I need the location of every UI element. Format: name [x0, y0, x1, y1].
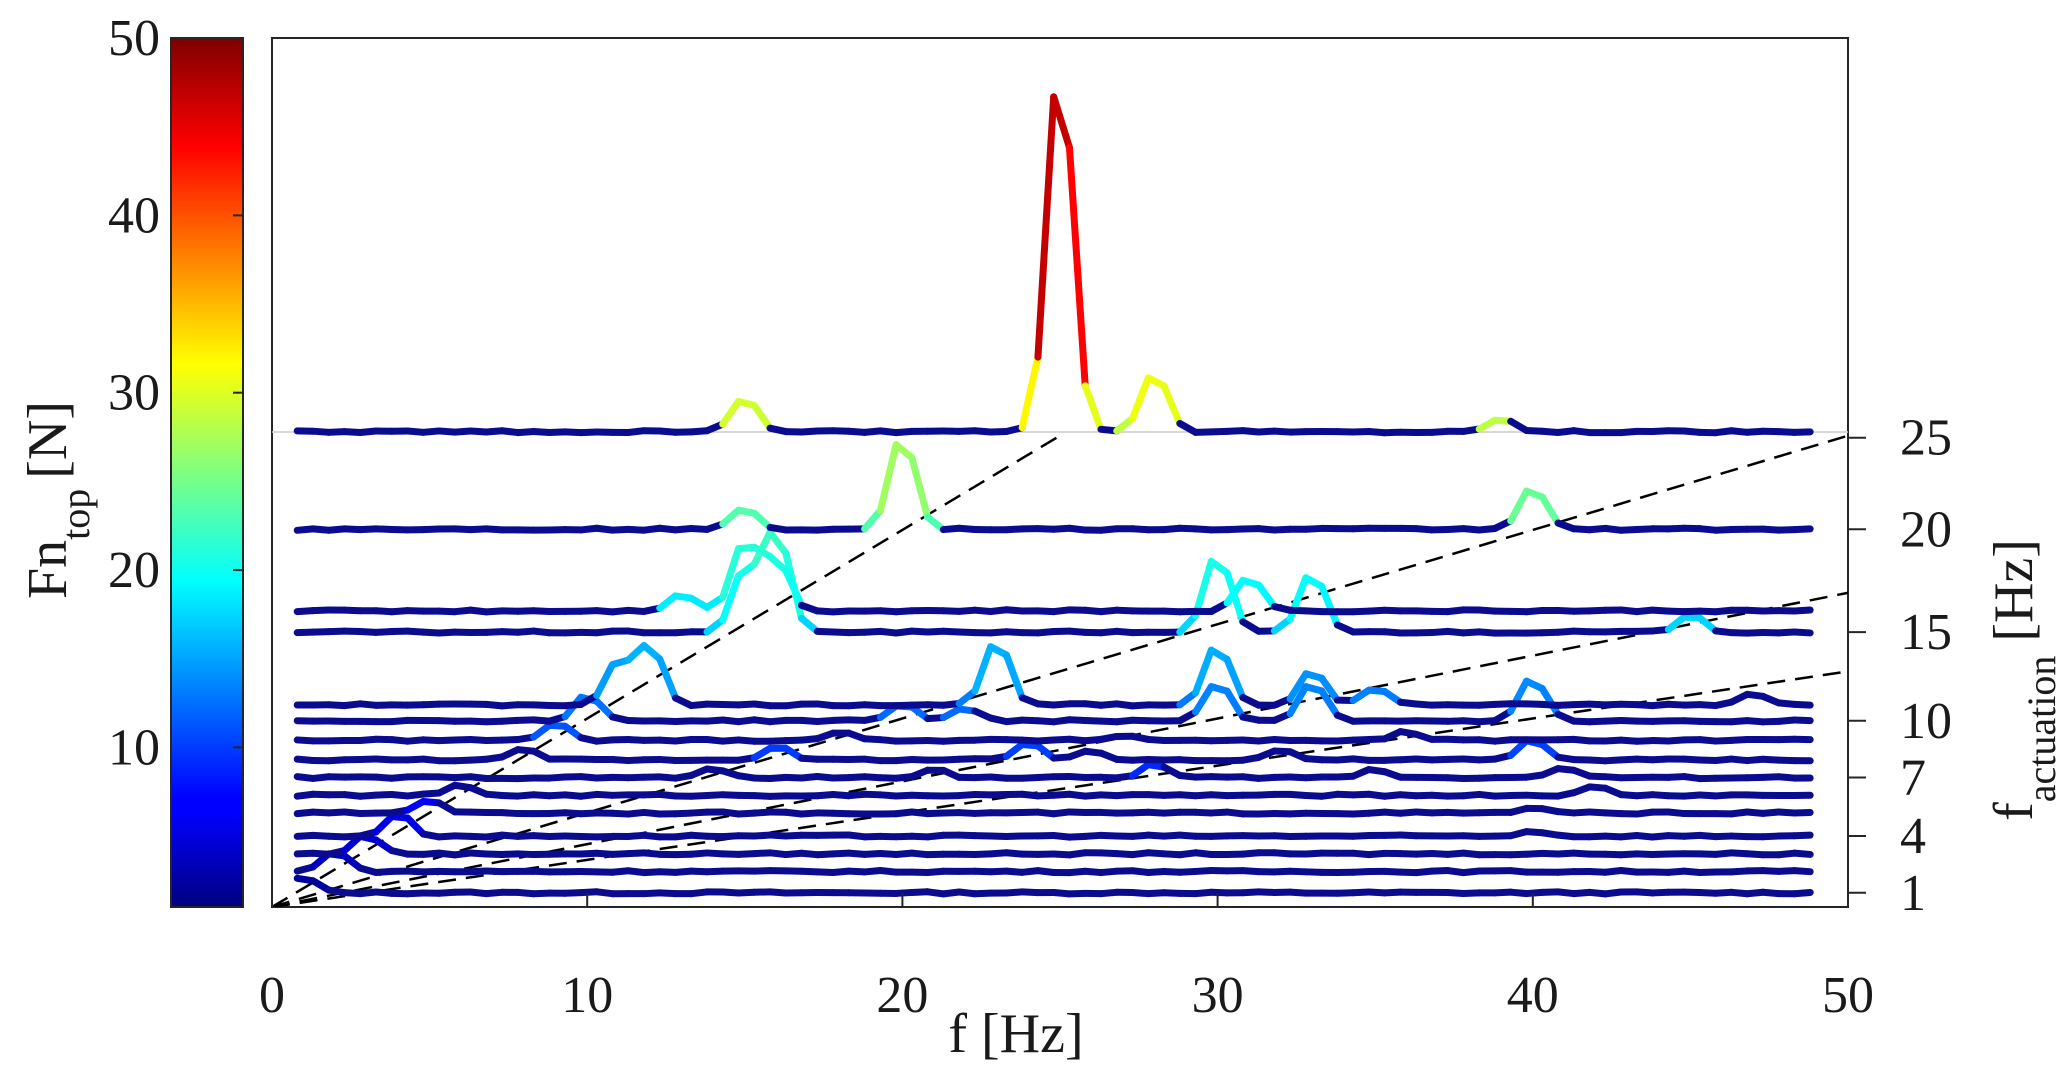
x-tick-label: 10 — [561, 967, 613, 1024]
series-segment — [1794, 892, 1810, 893]
colorbar-label-main: Fn — [17, 540, 79, 599]
series-segment — [1794, 529, 1810, 530]
series-segment — [1794, 720, 1810, 721]
colorbar-tick-label: 10 — [108, 719, 160, 776]
series-segment — [1794, 632, 1810, 633]
right-tick-label: 10 — [1900, 693, 1952, 750]
right-tick-label: 20 — [1900, 501, 1952, 558]
x-tick-label: 30 — [1192, 967, 1244, 1024]
colorbar-label-sub: top — [53, 489, 98, 540]
colorbar — [171, 38, 243, 907]
series-segment — [1794, 610, 1810, 611]
x-tick-label: 40 — [1507, 967, 1559, 1024]
right-tick-label: 7 — [1900, 750, 1926, 807]
series-segment — [1794, 835, 1810, 836]
colorbar-tick-label: 50 — [108, 10, 160, 67]
colorbar-tick-label: 20 — [108, 542, 160, 599]
x-axis-label: f [Hz] — [948, 1003, 1083, 1065]
right-axis-label-unit: [Hz] — [1983, 539, 2045, 642]
x-tick-label: 20 — [876, 967, 928, 1024]
right-axis-label-main: f — [1983, 802, 2045, 821]
series-segment — [1794, 704, 1810, 705]
colorbar-label-unit: [N] — [17, 401, 79, 479]
right-tick-label: 4 — [1900, 808, 1926, 865]
colorbar-tick-label: 40 — [108, 187, 160, 244]
series-segment — [1794, 853, 1810, 854]
x-tick-label: 50 — [1822, 967, 1874, 1024]
colorbar-label: Fntop [N] — [17, 401, 98, 599]
right-tick-label: 15 — [1900, 604, 1952, 661]
right-axis-label-sub: actuation — [2019, 656, 2064, 803]
right-tick-label: 1 — [1900, 865, 1926, 922]
series-segment — [1794, 871, 1810, 872]
right-tick-label: 25 — [1900, 410, 1952, 467]
colorbar-tick-label: 30 — [108, 365, 160, 422]
series-segment — [1794, 432, 1810, 433]
right-axis-label: factuation [Hz] — [1983, 539, 2064, 821]
x-tick-label: 0 — [259, 967, 285, 1024]
